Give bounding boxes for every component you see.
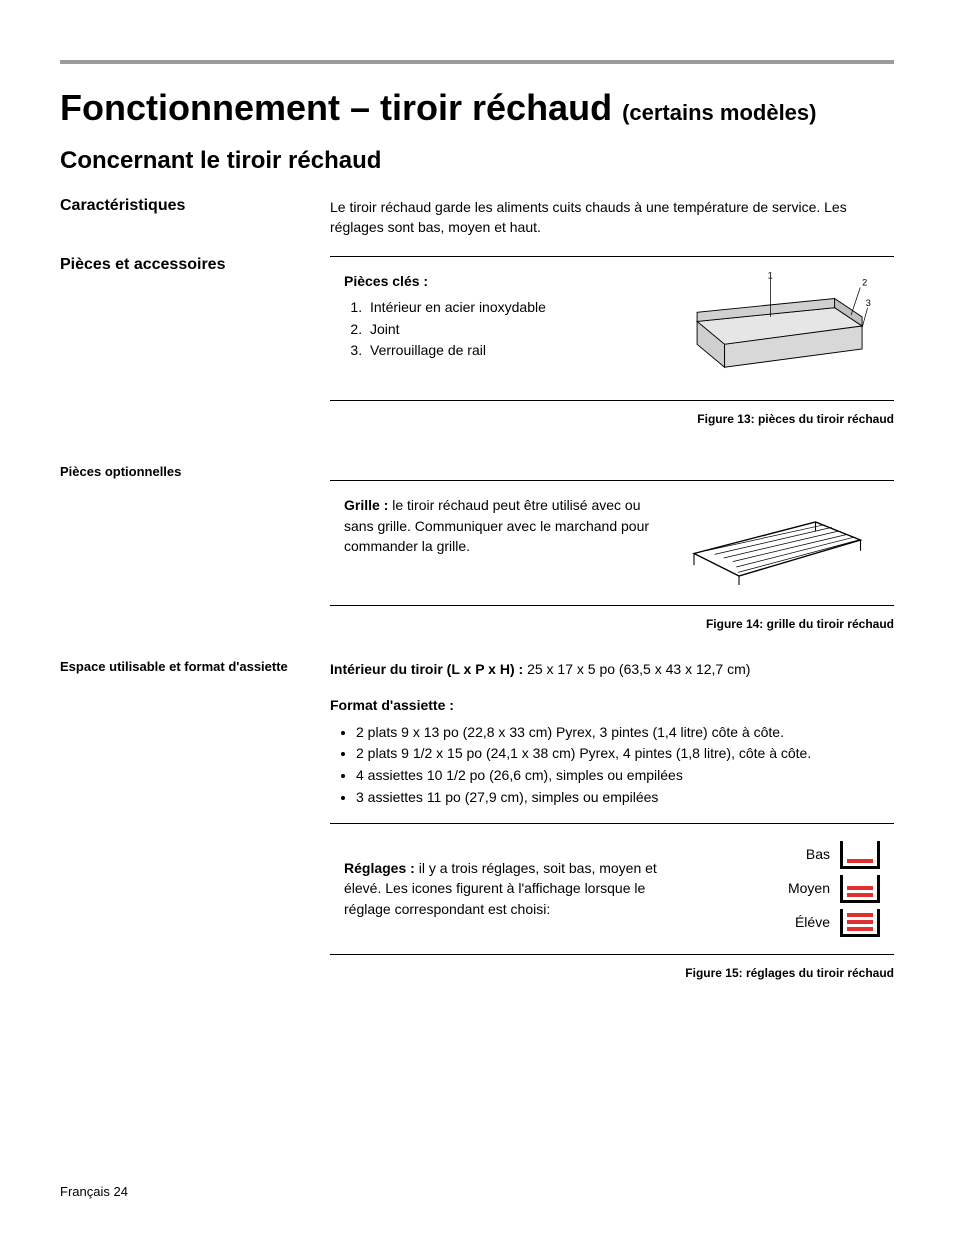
setting-row-bas: Bas — [710, 838, 880, 872]
key-parts-title: Pièces clés : — [344, 271, 650, 291]
grille-label: Grille : — [344, 497, 388, 513]
setting-icon-eleve — [840, 909, 880, 937]
settings-label: Réglages : — [344, 860, 415, 876]
drawer-svg: 1 2 3 — [670, 271, 880, 381]
section-heading: Concernant le tiroir réchaud — [60, 147, 894, 175]
interior-line: Intérieur du tiroir (L x P x H) : 25 x 1… — [330, 659, 894, 679]
heat-bar — [847, 893, 873, 897]
grille-text: le tiroir réchaud peut être utilisé avec… — [344, 497, 649, 554]
plate-title: Format d'assiette : — [330, 695, 894, 715]
parts-label: Pièces et accessoires — [60, 256, 330, 274]
optional-label: Pièces optionnelles — [60, 454, 330, 491]
interior-label: Intérieur du tiroir (L x P x H) : — [330, 661, 523, 677]
heat-bar — [847, 913, 873, 917]
title-sub: (certains modèles) — [622, 100, 816, 125]
setting-label-bas: Bas — [770, 844, 830, 864]
characteristics-text: Le tiroir réchaud garde les aliments cui… — [330, 197, 894, 238]
plate-item: 2 plats 9 1/2 x 15 po (24,1 x 38 cm) Pyr… — [356, 743, 894, 765]
space-row: Espace utilisable et format d'assiette I… — [60, 659, 894, 996]
key-part-item: Joint — [366, 319, 650, 341]
page-footer: Français 24 — [60, 1184, 128, 1199]
key-parts-text: Pièces clés : Intérieur en acier inoxyda… — [344, 271, 650, 362]
optional-sublabel: Pièces optionnelles — [60, 464, 330, 479]
optional-content: Grille : le tiroir réchaud peut être uti… — [330, 454, 894, 647]
parts-content: Pièces clés : Intérieur en acier inoxyda… — [330, 256, 894, 443]
setting-label-moyen: Moyen — [770, 878, 830, 898]
settings-box: Réglages : il y a trois réglages, soit b… — [330, 823, 894, 955]
parts-row: Pièces et accessoires Pièces clés : Inté… — [60, 256, 894, 443]
key-part-item: Verrouillage de rail — [366, 340, 650, 362]
drawer-figure: 1 2 3 — [670, 271, 880, 386]
figure15-caption: Figure 15: réglages du tiroir réchaud — [330, 965, 894, 982]
plate-item: 4 assiettes 10 1/2 po (26,6 cm), simples… — [356, 765, 894, 787]
rack-svg — [670, 495, 880, 585]
heat-bar — [847, 927, 873, 931]
title-main: Fonctionnement – tiroir réchaud — [60, 87, 612, 128]
interior-value: 25 x 17 x 5 po (63,5 x 43 x 12,7 cm) — [523, 661, 750, 677]
characteristics-label: Caractéristiques — [60, 197, 330, 215]
figure13-caption: Figure 13: pièces du tiroir réchaud — [330, 411, 894, 428]
space-label: Espace utilisable et format d'assiette — [60, 659, 330, 686]
document-page: Fonctionnement – tiroir réchaud (certain… — [0, 0, 954, 1235]
plate-item: 2 plats 9 x 13 po (22,8 x 33 cm) Pyrex, … — [356, 722, 894, 744]
key-parts-box: Pièces clés : Intérieur en acier inoxyda… — [330, 256, 894, 401]
key-parts-list: Intérieur en acier inoxydable Joint Verr… — [366, 297, 650, 362]
top-rule — [60, 60, 894, 64]
rack-figure — [670, 495, 880, 590]
heat-bar — [847, 886, 873, 890]
setting-icon-moyen — [840, 875, 880, 903]
setting-label-eleve: Éléve — [770, 912, 830, 932]
heat-bar — [847, 920, 873, 924]
plate-item: 3 assiettes 11 po (27,9 cm), simples ou … — [356, 787, 894, 809]
characteristics-row: Caractéristiques Le tiroir réchaud garde… — [60, 197, 894, 238]
setting-row-eleve: Éléve — [710, 906, 880, 940]
setting-icon-bas — [840, 841, 880, 869]
callout-3: 3 — [866, 298, 871, 308]
setting-row-moyen: Moyen — [710, 872, 880, 906]
grille-text-block: Grille : le tiroir réchaud peut être uti… — [344, 495, 650, 556]
callout-2: 2 — [862, 277, 867, 287]
optional-row: Pièces optionnelles Grille : le tiroir r… — [60, 454, 894, 647]
key-part-item: Intérieur en acier inoxydable — [366, 297, 650, 319]
space-content: Intérieur du tiroir (L x P x H) : 25 x 1… — [330, 659, 894, 996]
settings-text-block: Réglages : il y a trois réglages, soit b… — [344, 858, 690, 919]
figure14-caption: Figure 14: grille du tiroir réchaud — [330, 616, 894, 633]
plate-list: 2 plats 9 x 13 po (22,8 x 33 cm) Pyrex, … — [356, 722, 894, 809]
page-title: Fonctionnement – tiroir réchaud (certain… — [60, 86, 894, 129]
callout-1: 1 — [768, 271, 773, 280]
grille-box: Grille : le tiroir réchaud peut être uti… — [330, 480, 894, 605]
heat-bar — [847, 859, 873, 863]
space-sublabel: Espace utilisable et format d'assiette — [60, 659, 330, 674]
settings-figure: Bas Moyen Éléve — [710, 838, 880, 940]
